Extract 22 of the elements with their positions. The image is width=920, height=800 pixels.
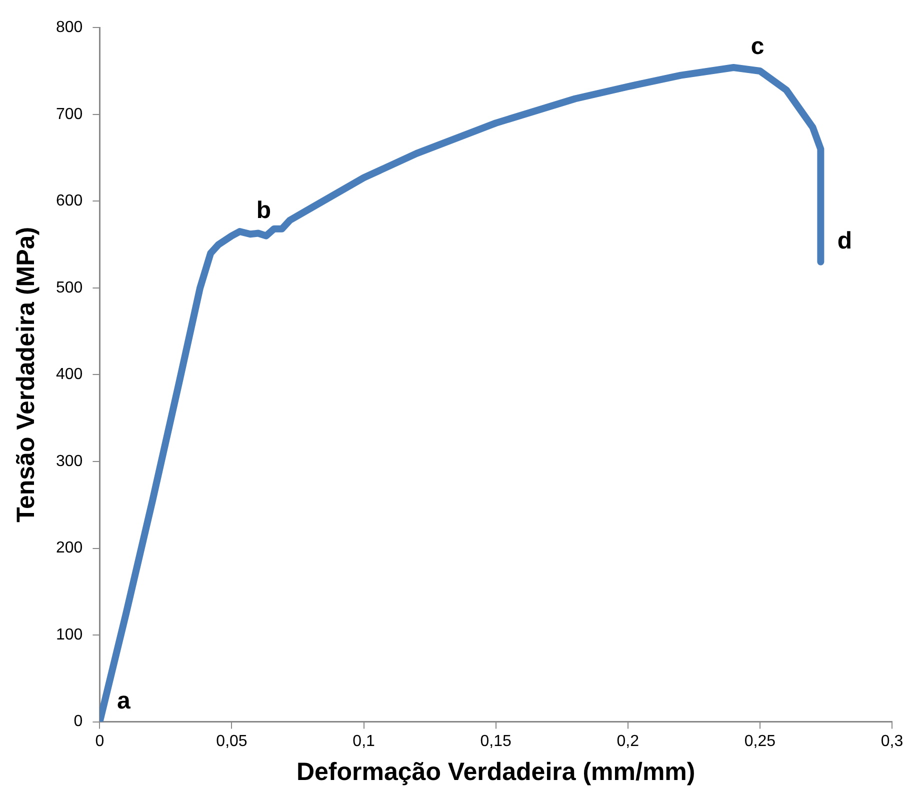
y-tick-label: 700 (56, 106, 83, 123)
x-tick-label: 0 (95, 732, 104, 750)
x-tick-label: 0,15 (480, 732, 512, 750)
annotation: d (837, 228, 852, 255)
x-tick-label: 0,25 (744, 732, 776, 750)
y-tick-label: 600 (56, 192, 83, 210)
annotation: c (750, 33, 764, 60)
y-tick-label: 800 (56, 19, 83, 36)
annotation: a (117, 687, 132, 714)
y-tick-label: 400 (56, 366, 83, 384)
y-tick-label: 100 (56, 626, 83, 644)
x-tick-label: 0,1 (352, 732, 376, 750)
x-tick-label: 0,3 (880, 732, 904, 750)
x-axis-title: Deformação Verdadeira (mm/mm) (296, 758, 696, 786)
x-tick-label: 0,2 (616, 732, 640, 750)
y-tick-label: 200 (56, 540, 83, 557)
y-tick-label: 500 (56, 279, 83, 296)
x-tick-label: 0,05 (216, 732, 248, 750)
y-tick-label: 0 (74, 713, 83, 730)
y-tick-label: 300 (56, 452, 83, 470)
annotation: b (256, 197, 272, 224)
y-axis-title: Tensão Verdadeira (MPa) (12, 226, 40, 522)
